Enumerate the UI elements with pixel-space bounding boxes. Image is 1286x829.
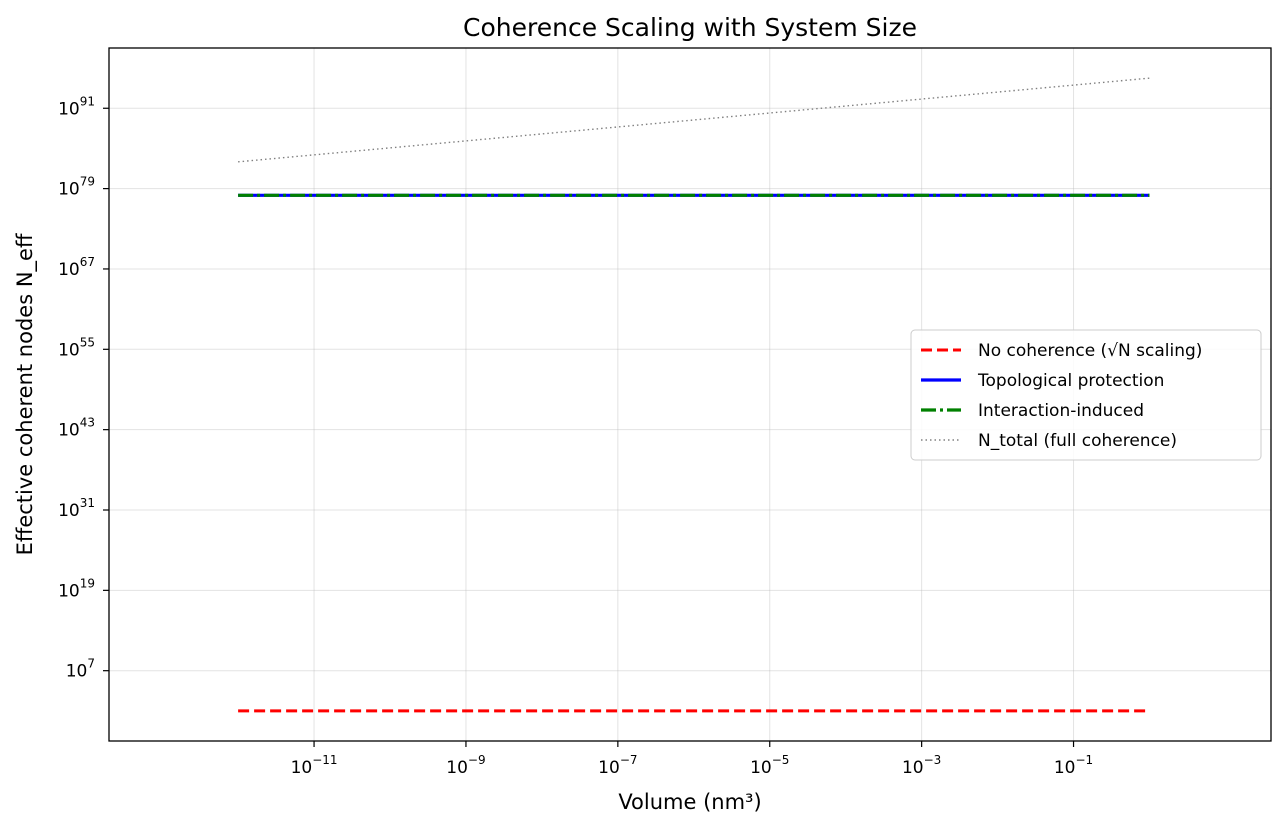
y-tick-base: 10 <box>58 340 80 360</box>
y-tick-base: 10 <box>58 180 80 200</box>
series-layer <box>238 77 1150 713</box>
y-tick-exponent: 19 <box>80 576 95 590</box>
series-line-3 <box>238 77 1150 163</box>
x-tick-label: 10−3 <box>902 753 941 778</box>
x-tick-base: 10 <box>1054 758 1076 778</box>
y-tick-exponent: 43 <box>80 416 95 430</box>
legend-box <box>910 329 1262 461</box>
y-tick-label: 1067 <box>58 255 95 280</box>
x-tick-base: 10 <box>750 758 772 778</box>
y-tick-base: 10 <box>58 581 80 601</box>
x-tick-exponent: −5 <box>772 753 790 767</box>
x-tick-label: 10−9 <box>446 753 485 778</box>
y-tick-label: 1079 <box>58 175 95 200</box>
legend-label: Interaction-induced <box>978 401 1144 421</box>
x-tick-base: 10 <box>446 758 468 778</box>
y-tick-label: 1019 <box>58 576 95 601</box>
x-tick-base: 10 <box>598 758 620 778</box>
y-tick-exponent: 31 <box>80 496 95 510</box>
x-tick-exponent: −3 <box>924 753 942 767</box>
y-tick-base: 10 <box>58 501 80 521</box>
x-tick-exponent: −11 <box>312 753 337 767</box>
x-tick-base: 10 <box>902 758 924 778</box>
y-tick-exponent: 55 <box>80 335 95 349</box>
y-tick-label: 1031 <box>58 496 95 521</box>
y-tick-exponent: 7 <box>87 657 95 671</box>
legend-label: N_total (full coherence) <box>978 431 1177 451</box>
y-axis-label: Effective coherent nodes N_eff <box>13 233 38 555</box>
x-axis-label: Volume (nm³) <box>618 790 761 814</box>
chart-title: Coherence Scaling with System Size <box>463 13 917 42</box>
plot-frame <box>108 47 1272 742</box>
y-tick-base: 10 <box>58 260 80 280</box>
ticks-layer: 10−11 10−9 10−7 10−5 10−3 10−1107101910311043… <box>58 94 1093 778</box>
legend-label: No coherence (√N scaling) <box>978 341 1202 361</box>
x-tick-exponent: −7 <box>620 753 638 767</box>
y-tick-base: 10 <box>58 99 80 119</box>
y-tick-label: 107 <box>66 657 95 682</box>
y-tick-base: 10 <box>58 421 80 441</box>
y-tick-label: 1091 <box>58 94 95 119</box>
x-tick-label: 10−11 <box>291 753 338 778</box>
x-tick-exponent: −1 <box>1076 753 1094 767</box>
y-tick-label: 1055 <box>58 335 95 360</box>
y-tick-exponent: 67 <box>80 255 95 269</box>
y-tick-base: 10 <box>66 662 88 682</box>
x-tick-label: 10−7 <box>598 753 637 778</box>
x-tick-exponent: −9 <box>468 753 486 767</box>
x-tick-label: 10−1 <box>1054 753 1093 778</box>
y-tick-exponent: 79 <box>80 175 95 189</box>
y-tick-label: 1043 <box>58 416 95 441</box>
x-tick-base: 10 <box>291 758 313 778</box>
y-tick-exponent: 91 <box>80 94 95 108</box>
legend-label: Topological protection <box>977 371 1164 391</box>
legend: No coherence (√N scaling) Topological pro… <box>910 329 1262 461</box>
x-tick-label: 10−5 <box>750 753 789 778</box>
